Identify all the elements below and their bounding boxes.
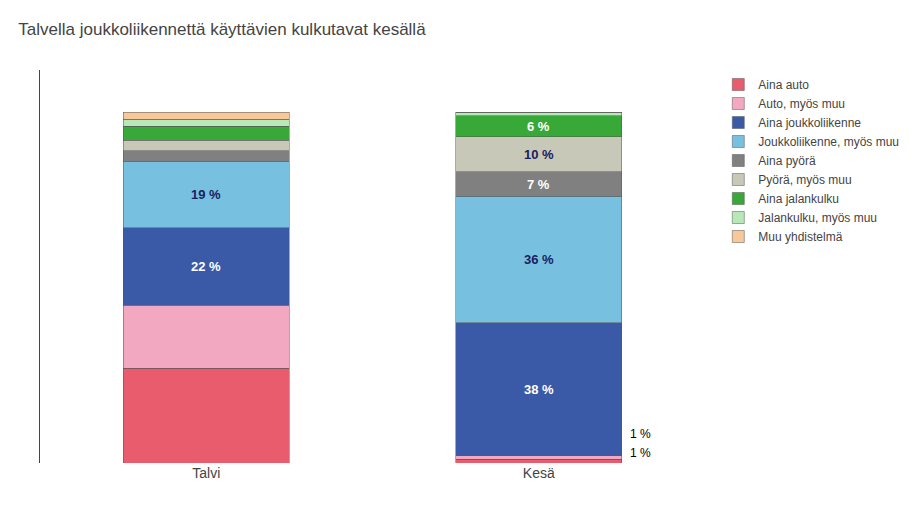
svg-text:Talvi: Talvi (192, 465, 220, 481)
svg-text:6 %: 6 % (527, 119, 550, 134)
svg-text:1 %: 1 % (630, 427, 651, 441)
svg-text:Joukkoliikenne, myös muu: Joukkoliikenne, myös muu (758, 135, 899, 149)
svg-text:Aina joukkoliikenne: Aina joukkoliikenne (758, 116, 861, 130)
svg-text:Jalankulku, myös muu: Jalankulku, myös muu (758, 211, 877, 225)
svg-text:Kesä: Kesä (523, 465, 555, 481)
svg-text:7 %: 7 % (527, 177, 550, 192)
svg-text:Auto, myös muu: Auto, myös muu (758, 97, 845, 111)
svg-text:38 %: 38 % (524, 382, 554, 397)
svg-text:Aina pyörä: Aina pyörä (758, 154, 816, 168)
svg-text:10 %: 10 % (524, 147, 554, 162)
svg-text:36 %: 36 % (524, 252, 554, 267)
svg-text:Aina auto: Aina auto (758, 78, 809, 92)
svg-text:19 %: 19 % (191, 187, 221, 202)
svg-text:Pyörä, myös muu: Pyörä, myös muu (758, 173, 851, 187)
svg-text:22 %: 22 % (191, 259, 221, 274)
svg-text:Aina jalankulku: Aina jalankulku (758, 192, 839, 206)
svg-text:Muu yhdistelmä: Muu yhdistelmä (758, 230, 842, 244)
svg-text:Talvella joukkoliikennettä käy: Talvella joukkoliikennettä käyttävien ku… (18, 20, 426, 39)
svg-text:1 %: 1 % (630, 446, 651, 460)
